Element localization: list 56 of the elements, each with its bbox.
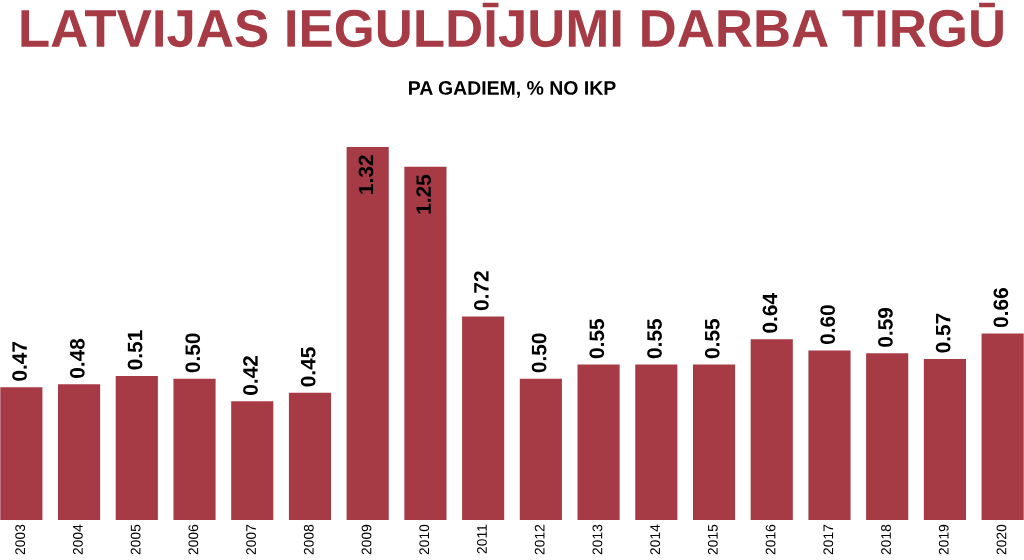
data-label: 1.32 — [358, 155, 374, 194]
x-tick-label: 2010 — [419, 524, 430, 555]
x-tick-label: 2013 — [592, 524, 603, 555]
bar — [577, 364, 620, 520]
bar — [404, 166, 447, 520]
data-label: 0.51 — [127, 330, 143, 370]
x-tick-label: 2014 — [650, 524, 661, 555]
bar — [173, 378, 216, 520]
bar — [519, 378, 562, 520]
data-label: 0.45 — [300, 347, 316, 387]
x-tick-label: 2016 — [765, 524, 776, 555]
x-tick-label: 2004 — [72, 524, 83, 555]
data-label: 0.50 — [185, 333, 201, 373]
data-label: 0.55 — [647, 319, 662, 359]
x-tick-label: 2007 — [246, 524, 256, 555]
bar — [462, 316, 505, 520]
data-label: 0.66 — [993, 288, 1009, 328]
chart-title: LATVIJAS IEGULDĪJUMI DARBA TIRGŪ — [21, 2, 1003, 48]
data-label: 0.47 — [12, 341, 27, 381]
bar — [0, 387, 43, 520]
x-tick-label: 2005 — [130, 524, 141, 555]
bar — [346, 147, 389, 520]
data-label: 1.25 — [416, 174, 432, 214]
bar — [750, 339, 793, 520]
bar — [923, 358, 966, 520]
bar — [231, 401, 274, 520]
x-tick-label: 2003 — [15, 524, 26, 555]
data-label: 0.59 — [878, 307, 893, 347]
x-tick-label: 2020 — [996, 524, 1007, 555]
bar — [692, 364, 736, 520]
data-label: 0.42 — [243, 356, 258, 395]
x-tick-label: 2008 — [303, 524, 314, 555]
data-label: 0.48 — [69, 338, 85, 378]
x-tick-label: 2017 — [823, 524, 834, 555]
bar — [288, 392, 332, 520]
x-tick-label: 2009 — [361, 524, 372, 555]
data-label: 0.64 — [762, 293, 778, 333]
x-tick-label: 2006 — [188, 524, 199, 555]
data-label: 0.57 — [935, 313, 951, 353]
x-tick-label: 2018 — [881, 524, 891, 555]
x-tick-label: 2015 — [707, 524, 718, 555]
data-label: 0.55 — [589, 319, 605, 359]
bar — [808, 350, 851, 520]
chart-subtitle: PA GADIEM, % NO IKP — [409, 81, 616, 98]
data-label: 0.55 — [704, 319, 720, 359]
x-tick-label: 2019 — [938, 524, 949, 555]
data-label: 0.60 — [820, 305, 836, 345]
bar — [866, 353, 909, 520]
x-tick-label: 2012 — [534, 524, 545, 555]
bar — [58, 384, 101, 520]
bar — [981, 333, 1024, 520]
data-label: 0.50 — [531, 333, 547, 373]
bar — [635, 364, 678, 520]
x-tick-label: 2011 — [477, 524, 487, 554]
data-label: 0.72 — [473, 271, 489, 311]
bar — [115, 375, 158, 520]
